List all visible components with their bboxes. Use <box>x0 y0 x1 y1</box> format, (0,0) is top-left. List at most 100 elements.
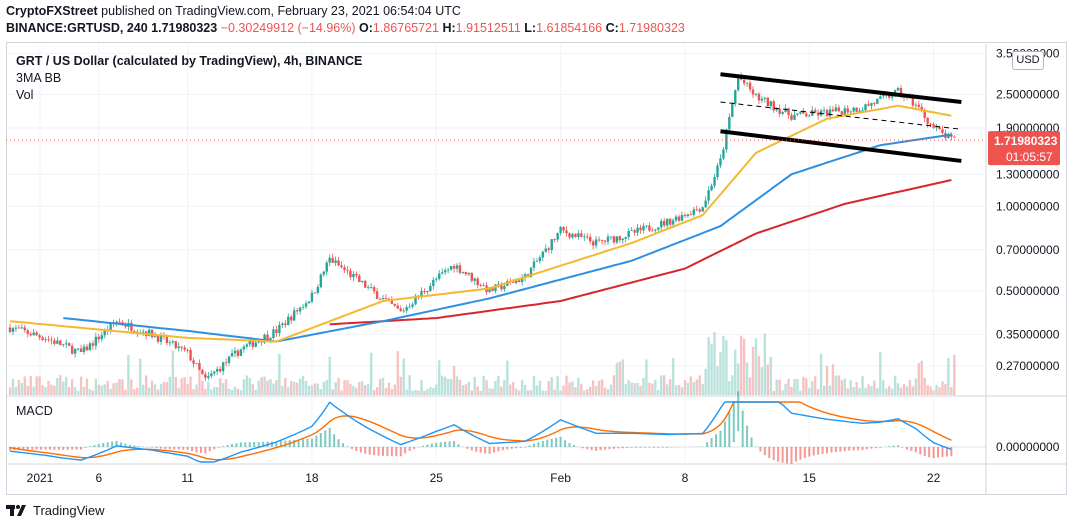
candle-body <box>316 287 320 293</box>
volume-bar <box>127 355 130 395</box>
candle-body <box>307 301 311 304</box>
candle-body <box>446 269 450 271</box>
macd-histogram-bar <box>817 447 820 455</box>
volume-bar <box>284 377 287 395</box>
symbol-line: BINANCE:GRTUSD, 240 <box>6 21 148 35</box>
macd-histogram-bar <box>26 447 29 450</box>
volume-bar <box>8 387 12 395</box>
macd-histogram-bar <box>532 443 535 447</box>
volume-bar <box>497 375 500 395</box>
currency-button[interactable]: USD <box>1012 51 1044 70</box>
volume-bar <box>899 387 903 395</box>
candle-body <box>130 322 133 331</box>
volume-bar <box>917 363 920 395</box>
volume-bar <box>722 335 725 395</box>
volume-bar <box>867 384 870 395</box>
candle-body <box>440 272 444 274</box>
candle-body <box>233 350 237 354</box>
volume-bar <box>479 390 482 395</box>
candle-body <box>692 209 696 215</box>
volume-bar <box>864 387 867 395</box>
macd-histogram-bar <box>244 442 247 447</box>
candle-body <box>591 241 595 246</box>
candle-body <box>571 233 574 238</box>
candle-body <box>734 90 737 105</box>
macd-histogram-bar <box>133 445 136 447</box>
volume-bar <box>248 378 251 395</box>
volume-bar <box>364 385 367 395</box>
volume-bar <box>734 349 737 395</box>
macd-histogram-bar <box>302 439 305 447</box>
volume-legend[interactable]: Vol <box>16 88 34 102</box>
candle-body <box>245 344 249 347</box>
candle-body <box>781 111 784 114</box>
candle-body <box>529 267 533 278</box>
volume-bar <box>509 384 512 395</box>
volume-bar <box>304 380 308 395</box>
volume-bar <box>239 390 243 395</box>
tradingview-brand[interactable]: TradingView <box>6 502 105 518</box>
volume-bar <box>32 386 35 395</box>
candle-body <box>577 233 580 237</box>
macd-histogram-bar <box>794 447 797 462</box>
candle-body <box>831 109 835 112</box>
macd-histogram-bar <box>88 446 91 447</box>
volume-bar <box>778 379 781 395</box>
volume-bar <box>953 354 956 395</box>
macd-histogram-bar <box>297 439 300 447</box>
candle-body <box>156 336 160 342</box>
publisher-name[interactable]: CryptoFXStreet <box>6 4 98 18</box>
macd-histogram-bar <box>626 447 629 448</box>
candle-body <box>802 111 805 114</box>
macd-histogram-bar <box>191 447 194 452</box>
volume-bar <box>858 387 861 395</box>
candle-body <box>343 267 346 271</box>
macd-histogram-bar <box>852 447 855 451</box>
candle-body <box>805 113 808 117</box>
macd-histogram-bar <box>586 447 589 450</box>
macd-histogram-bar <box>204 447 207 454</box>
candle-body <box>621 238 624 241</box>
candle-body <box>719 158 722 166</box>
candle-body <box>517 280 521 283</box>
volume-bar <box>251 384 254 395</box>
candle-body <box>494 284 497 292</box>
price-tick-label: 1.30000000 <box>996 167 1060 181</box>
macd-histogram-bar <box>284 440 287 447</box>
candle-body <box>17 327 21 329</box>
candle-body <box>346 270 349 271</box>
candle-body <box>849 111 852 113</box>
candle-body <box>609 236 613 238</box>
candle-body <box>20 327 24 329</box>
macd-histogram-bar <box>932 447 935 459</box>
volume-bar <box>710 344 713 395</box>
macd-legend[interactable]: MACD <box>16 404 53 418</box>
volume-bar <box>615 362 619 395</box>
volume-bar <box>165 381 169 395</box>
indicator-legend[interactable]: 3MA BB <box>16 71 62 85</box>
volume-bar <box>828 385 832 395</box>
macd-histogram-bar <box>652 447 655 448</box>
volume-bar <box>926 385 929 395</box>
candle-body <box>227 356 231 363</box>
macd-histogram-bar <box>493 447 495 453</box>
chart-frame[interactable] <box>6 42 1067 495</box>
volume-bar <box>473 376 476 395</box>
volume-bar <box>855 381 858 395</box>
volume-bar <box>106 380 109 395</box>
volume-bar <box>65 376 68 395</box>
macd-histogram-bar <box>799 447 802 460</box>
candle-body <box>535 261 539 262</box>
candle-body <box>399 308 402 312</box>
candle-body <box>654 229 657 231</box>
macd-histogram-bar <box>501 447 504 451</box>
volume-bar <box>236 388 240 395</box>
brand-name: TradingView <box>33 502 105 518</box>
volume-bar <box>846 388 849 395</box>
volume-bar <box>677 384 681 395</box>
volume-bar <box>861 376 864 395</box>
price-change: −0.30249912 (−14.96%) <box>220 21 356 35</box>
volume-bar <box>825 365 829 395</box>
axes: 3.500000002.500000001.900000001.30000000… <box>6 46 1060 485</box>
